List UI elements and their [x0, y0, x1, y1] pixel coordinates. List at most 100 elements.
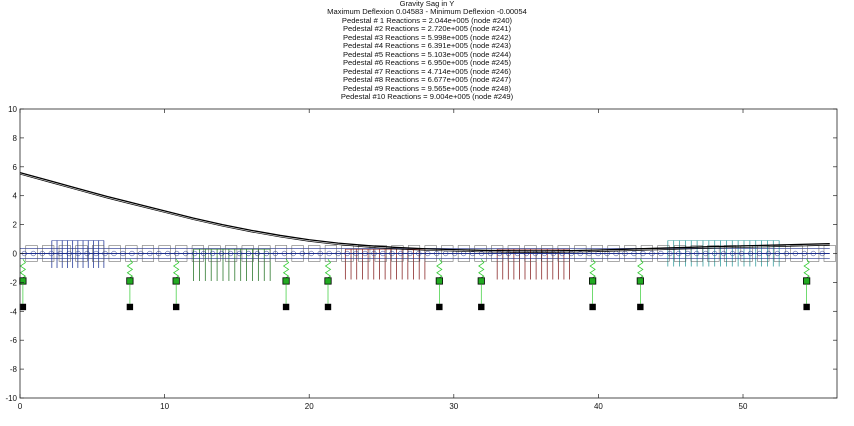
shaft-node: [281, 250, 287, 257]
pedestal-spring: [589, 259, 596, 280]
shaft-node: [263, 250, 270, 257]
pedestal-spring: [637, 259, 644, 280]
pedestal-bearing: [19, 277, 27, 285]
pedestal-bearing: [636, 277, 644, 285]
pedestal-ground: [324, 303, 332, 311]
shaft-node: [272, 250, 279, 257]
shaft-node: [595, 250, 601, 257]
pedestal-reaction-line: Pedestal #7 Reactions = 4.714e+005 (node…: [342, 66, 512, 76]
shaft-node: [720, 250, 727, 257]
shaft-node: [48, 250, 54, 257]
pedestal-ground: [478, 303, 485, 311]
pedestal-bearing: [324, 277, 332, 285]
pedestal-bearing: [803, 277, 811, 285]
shaft-node: [353, 250, 359, 257]
shaft-node: [335, 250, 341, 257]
pedestal-ground: [589, 303, 596, 311]
shaft-node: [407, 250, 413, 257]
pedestal-reaction-line: Pedestal #9 Reactions = 9.565e+005 (node…: [342, 83, 512, 93]
shaft-node: [66, 250, 72, 257]
y-tick-label: -4: [10, 307, 18, 316]
pedestal-reaction-line: Pedestal # 1 Reactions = 2.044e+005 (nod…: [341, 15, 513, 25]
shaft-node: [774, 250, 781, 257]
pedestal-ground: [803, 303, 810, 311]
y-tick-label: 0: [13, 250, 18, 259]
shaft-node: [685, 250, 691, 257]
shaft-node: [308, 250, 314, 257]
shaft-node: [703, 250, 709, 257]
shaft-node: [658, 250, 664, 257]
shaft-node: [156, 250, 162, 257]
sag-curve: [19, 171, 830, 252]
chart-title-block: Gravity Sag in Y Maximum Deflexion 0.045…: [0, 0, 854, 101]
shaft-node: [577, 250, 583, 257]
shaft-node: [434, 250, 440, 257]
shaft-node: [747, 250, 754, 257]
pedestal-spring: [436, 259, 443, 280]
shaft-node: [371, 250, 377, 257]
shaft-node: [792, 250, 799, 257]
shaft-node: [138, 250, 144, 257]
shaft-node: [209, 250, 216, 257]
shaft-node: [819, 250, 825, 257]
shaft-node: [729, 250, 736, 257]
shaft-node: [738, 250, 745, 257]
pedestal-spring: [478, 259, 485, 280]
chart-subtitle: Maximum Deflexion 0.04583 - Minimum Defl…: [327, 7, 527, 17]
shaft-node: [227, 250, 234, 257]
pedestal-bearing: [477, 277, 485, 285]
pedestal-reaction-line: Pedestal #5 Reactions = 5.103e+005 (node…: [342, 49, 512, 59]
pedestal-spring: [803, 259, 810, 280]
shaft-node: [676, 250, 682, 257]
shaft-node: [245, 250, 252, 257]
pedestal-bearing: [435, 277, 443, 285]
pedestal-reaction-line: Pedestal #3 Reactions = 5.998e+005 (node…: [342, 32, 512, 42]
shaft-node: [416, 250, 422, 257]
shaft-node: [389, 250, 395, 257]
y-tick-label: 6: [13, 163, 18, 172]
pedestal-ground: [19, 303, 27, 311]
shaft-node: [631, 250, 637, 257]
pedestal-reaction-line: Pedestal #2 Reactions = 2.720e+005 (node…: [342, 24, 512, 34]
shaft-node: [299, 250, 305, 257]
shaft-node: [487, 250, 494, 257]
shaft-node: [111, 250, 117, 257]
plot-marks: [19, 171, 836, 311]
pedestal-reaction-line: Pedestal #8 Reactions = 6.677e+005 (node…: [342, 75, 512, 85]
pedestal-spring: [126, 259, 134, 280]
y-tick-label: -10: [5, 394, 17, 403]
shaft-node: [75, 250, 81, 257]
y-tick-label: 10: [8, 105, 17, 114]
x-tick-label: 50: [739, 402, 748, 411]
chart-title: Gravity Sag in Y: [399, 0, 455, 8]
shaft-node: [39, 250, 45, 257]
x-tick-label: 0: [18, 402, 23, 411]
shaft-node: [84, 250, 90, 257]
shaft-node: [218, 250, 225, 257]
shaft-node: [326, 250, 332, 257]
pedestal-ground: [637, 303, 644, 311]
pedestal-reaction-line: Pedestal #10 Reactions = 9.004e+005 (nod…: [340, 91, 514, 101]
shaft-node: [478, 250, 485, 257]
shaft-node: [801, 250, 807, 257]
shaft-node: [344, 250, 350, 257]
y-tick-label: 4: [13, 192, 18, 201]
x-tick-label: 10: [160, 402, 169, 411]
pedestal-spring: [282, 259, 290, 280]
shaft-node: [810, 250, 816, 257]
shaft-node: [147, 250, 153, 257]
pedestal-bearing: [589, 277, 597, 285]
shaft-node: [398, 250, 404, 257]
shaft-node: [380, 250, 386, 257]
pedestal-reaction-line: Pedestal #6 Reactions = 6.950e+005 (node…: [342, 58, 512, 68]
shaft-node: [783, 250, 790, 257]
shaft-node: [765, 250, 772, 257]
shaft-node: [102, 250, 108, 257]
shaft-node: [120, 250, 126, 257]
pedestal-ground: [172, 303, 180, 311]
pedestal-spring: [19, 259, 27, 280]
pedestal-reaction-line: Pedestal #4 Reactions = 6.391e+005 (node…: [342, 41, 512, 51]
shaft-node: [183, 250, 189, 257]
